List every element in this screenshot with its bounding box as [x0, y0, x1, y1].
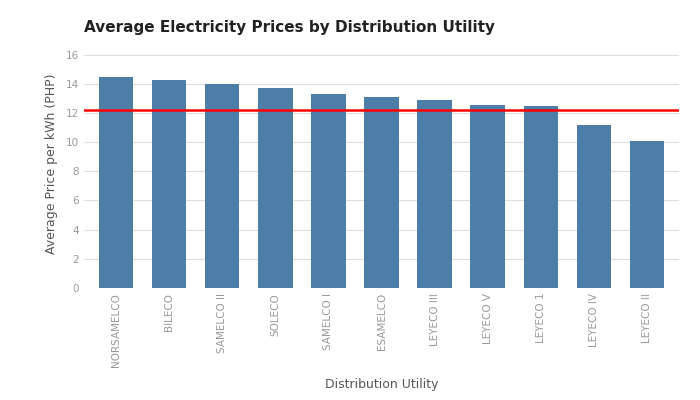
Y-axis label: Average Price per kWh (PHP): Average Price per kWh (PHP): [45, 74, 57, 254]
Bar: [364, 97, 399, 288]
X-axis label: Distribution Utility: Distribution Utility: [325, 378, 438, 391]
Text: Average Electricity Prices by Distribution Utility: Average Electricity Prices by Distributi…: [84, 20, 495, 35]
Bar: [99, 77, 133, 288]
Bar: [258, 88, 293, 288]
Bar: [630, 141, 664, 288]
Bar: [205, 84, 239, 288]
Bar: [311, 94, 346, 288]
Bar: [524, 106, 558, 288]
Bar: [470, 105, 505, 288]
Bar: [417, 100, 452, 288]
Bar: [577, 125, 611, 288]
Bar: [152, 80, 186, 288]
